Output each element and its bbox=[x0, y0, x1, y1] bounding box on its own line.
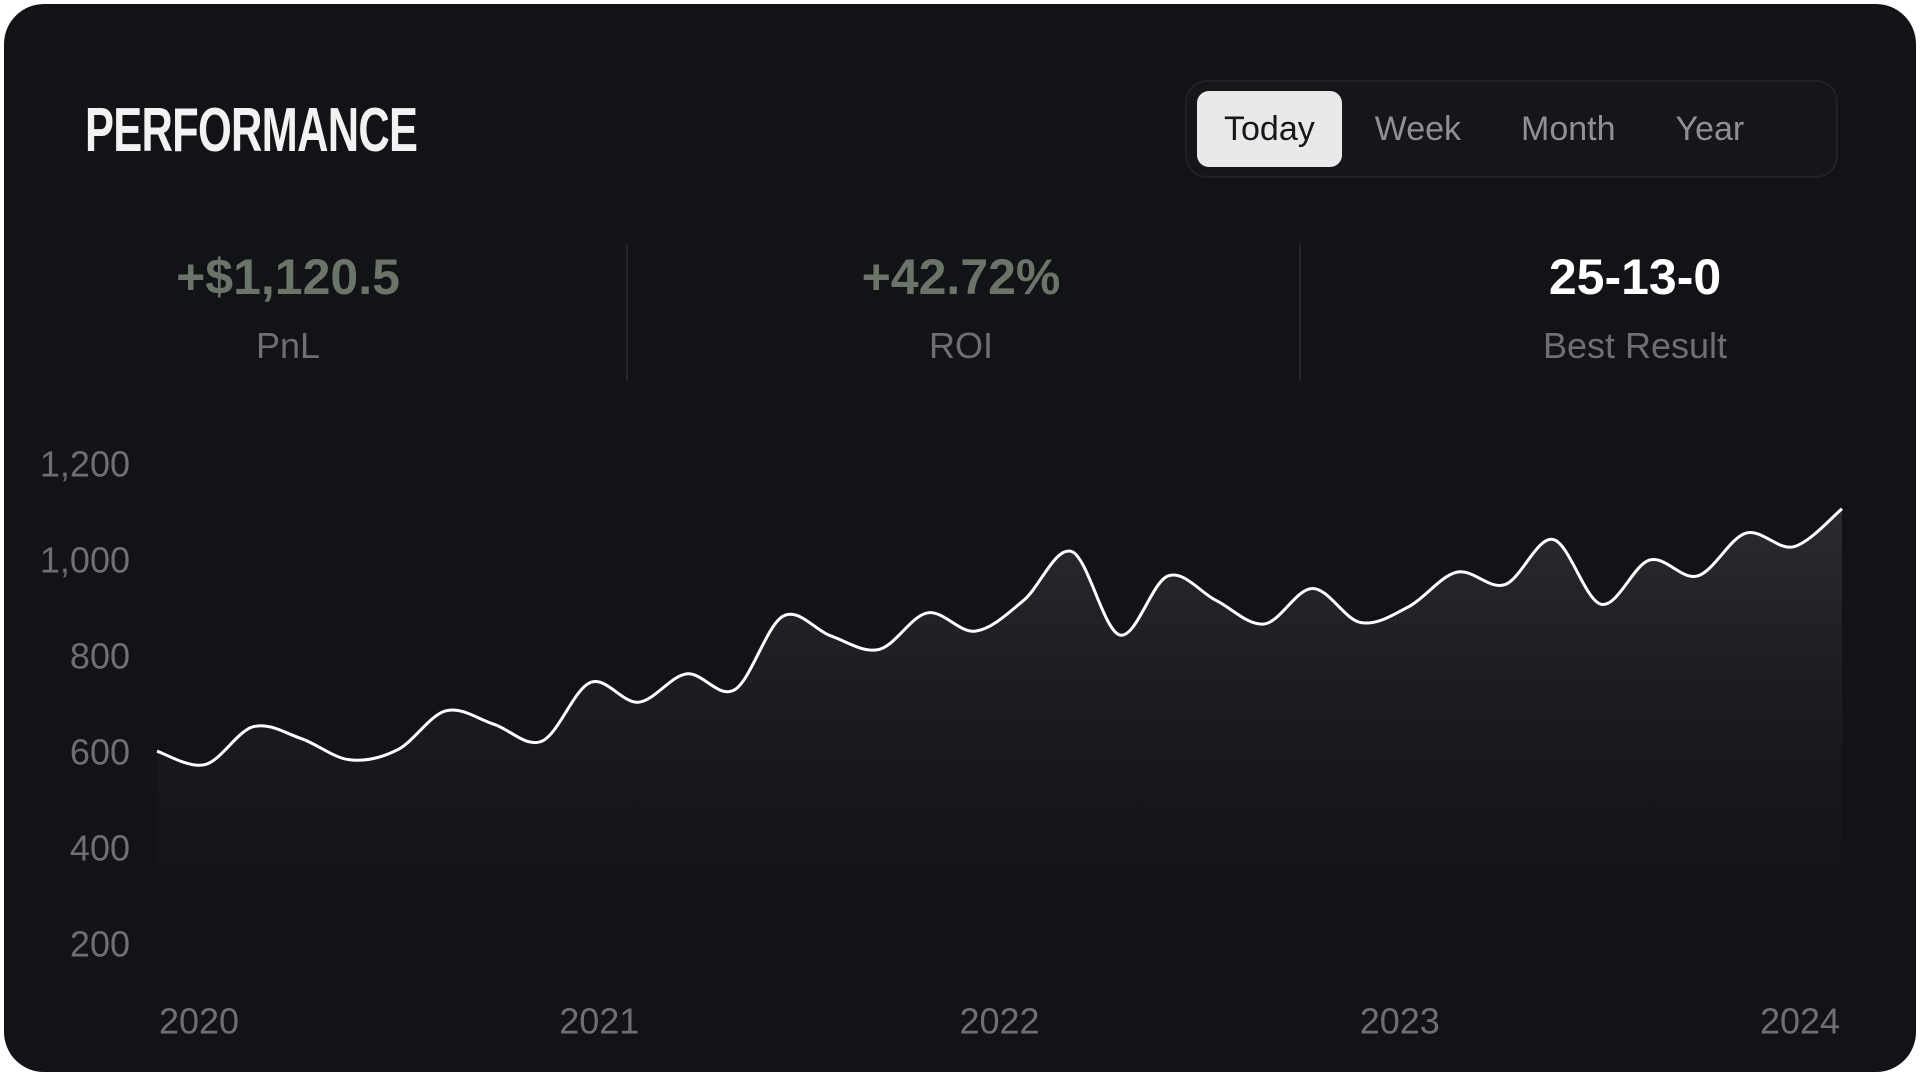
y-tick-label: 1,000 bbox=[40, 540, 130, 581]
x-tick-label: 2020 bbox=[159, 1001, 239, 1042]
x-tick-label: 2022 bbox=[959, 1001, 1039, 1042]
y-tick-label: 400 bbox=[70, 828, 130, 869]
area-fill bbox=[157, 508, 1842, 947]
tab-year[interactable]: Year bbox=[1675, 110, 1745, 148]
y-tick-label: 800 bbox=[70, 636, 130, 677]
stat-best: 25-13-0 Best Result bbox=[1375, 252, 1895, 364]
y-tick-label: 200 bbox=[70, 924, 130, 965]
period-tabs: Today Week Month Year bbox=[1185, 80, 1838, 178]
chart: 200 400 600 800 1,000 1,200 2020 2021 2022 2023 20… bbox=[40, 444, 1843, 1042]
x-tick-label: 2023 bbox=[1360, 1001, 1440, 1042]
stat-label: Best Result bbox=[1542, 325, 1728, 366]
tab-month[interactable]: Month bbox=[1521, 110, 1616, 148]
stat-value: +42.72% bbox=[861, 249, 1061, 305]
stat-roi: +42.72% ROI bbox=[701, 252, 1221, 364]
line bbox=[156, 507, 1843, 767]
stat-value: 25-13-0 bbox=[1548, 249, 1722, 305]
divider bbox=[626, 245, 628, 381]
stat-label: ROI bbox=[928, 325, 993, 366]
divider bbox=[1299, 245, 1301, 381]
stat-pnl: +$1,120.5 PnL bbox=[28, 252, 548, 364]
x-tick-label: 2021 bbox=[559, 1001, 639, 1042]
y-tick-label: 1,200 bbox=[40, 444, 130, 485]
x-tick-label: 2024 bbox=[1760, 1001, 1840, 1042]
stat-value: +$1,120.5 bbox=[176, 249, 400, 305]
stat-label: PnL bbox=[255, 325, 321, 366]
card-title: PERFORMANCE bbox=[85, 96, 418, 165]
tab-today[interactable]: Today bbox=[1197, 91, 1342, 167]
y-tick-label: 600 bbox=[70, 732, 130, 773]
tab-week[interactable]: Week bbox=[1374, 110, 1462, 148]
performance-card: PERFORMANCE Today Week Month Year +$1,12… bbox=[4, 4, 1916, 1072]
